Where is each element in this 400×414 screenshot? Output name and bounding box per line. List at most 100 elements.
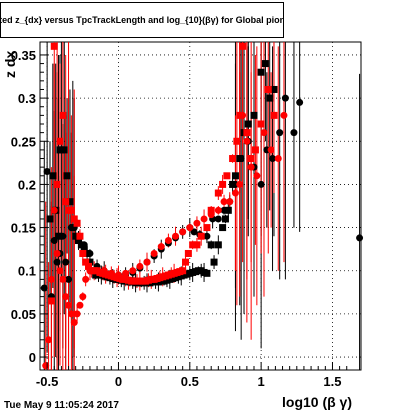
data-point-square — [207, 206, 215, 214]
data-point-square — [46, 215, 54, 223]
data-point-square — [257, 68, 265, 76]
x-tick-label: 0.5 — [181, 374, 199, 389]
data-point-square — [66, 198, 74, 206]
data-point-circle — [179, 228, 187, 236]
data-point-square — [207, 241, 215, 249]
data-point-square — [79, 249, 87, 257]
data-point-square — [250, 111, 258, 119]
axis-ticks: -0.5 0 0.5 1 1.500.050.10.150.20.250.30.35 — [11, 48, 348, 389]
data-point-square — [221, 215, 229, 223]
data-point-circle — [59, 232, 67, 240]
data-point-square — [266, 94, 274, 102]
data-point-circle — [236, 180, 244, 188]
data-point-square — [231, 172, 239, 180]
data-point-circle — [122, 269, 130, 277]
chart-title: itted z_{dx} versus TpcTrackLength and l… — [0, 2, 284, 38]
data-point-circle — [62, 258, 70, 266]
data-point-circle — [56, 267, 64, 275]
data-point-square — [203, 224, 211, 232]
data-point-circle — [281, 94, 289, 102]
data-point-circle — [356, 234, 364, 242]
data-point-circle — [231, 189, 239, 197]
data-point-square — [67, 206, 75, 214]
data-point-square — [197, 232, 205, 240]
data-point-square — [223, 172, 231, 180]
y-tick-label: 0.3 — [18, 91, 36, 106]
data-point-circle — [129, 267, 137, 275]
data-point-circle — [164, 237, 172, 245]
data-point-circle — [45, 336, 53, 344]
data-point-circle — [136, 262, 144, 270]
data-point-circle — [214, 206, 222, 214]
data-point-circle — [220, 198, 228, 206]
chart-title-text: itted z_{dx} versus TpcTrackLength and l… — [0, 15, 284, 25]
data-point-square — [85, 262, 93, 270]
data-point-circle — [253, 172, 261, 180]
data-point-square — [257, 120, 265, 128]
data-point-circle — [239, 111, 247, 119]
plot-frame — [39, 41, 362, 371]
data-point-square — [55, 232, 63, 240]
data-point-square — [233, 137, 241, 145]
data-point-circle — [143, 258, 151, 266]
y-tick-label: 0.15 — [11, 221, 36, 236]
data-point-square — [53, 180, 61, 188]
data-point-circle — [267, 146, 275, 154]
data-point-circle — [280, 111, 288, 119]
data-point-circle — [237, 155, 245, 163]
x-tick-label: 1.5 — [323, 374, 341, 389]
x-tick-label: 1 — [258, 374, 265, 389]
data-point-circle — [150, 249, 158, 257]
data-point-square — [251, 146, 259, 154]
data-point-square — [70, 215, 78, 223]
data-point-circle — [226, 198, 234, 206]
data-point-square — [270, 111, 278, 119]
data-point-square — [179, 267, 187, 275]
data-point-square — [214, 189, 222, 197]
data-point-circle — [93, 267, 101, 275]
data-point-square — [56, 137, 64, 145]
data-point-circle — [220, 206, 228, 214]
data-point-square — [214, 241, 222, 249]
y-tick-label: 0.25 — [11, 134, 36, 149]
x-tick-label: -0.5 — [36, 374, 58, 389]
data-point-circle — [243, 137, 251, 145]
data-point-circle — [157, 243, 165, 251]
data-point-square — [184, 249, 192, 257]
data-point-circle — [70, 319, 78, 327]
data-point-square — [63, 172, 71, 180]
data-point-square — [86, 258, 94, 266]
data-point-circle — [53, 249, 61, 257]
data-point-square — [261, 60, 269, 68]
y-tick-label: 0.2 — [18, 177, 36, 192]
x-axis-label: log10 (β γ) — [282, 394, 352, 410]
data-point-circle — [42, 362, 50, 370]
data-point-square — [203, 269, 211, 277]
data-point-square — [219, 224, 227, 232]
data-point-circle — [73, 310, 81, 318]
y-tick-label: 0.35 — [11, 48, 36, 63]
y-tick-label: 0.1 — [18, 264, 36, 279]
data-point-circle — [200, 215, 208, 223]
data-point-circle — [186, 224, 194, 232]
data-point-square — [210, 258, 218, 266]
data-points — [40, 42, 364, 370]
data-point-square — [62, 198, 70, 206]
data-point-square — [243, 129, 251, 137]
data-point-circle — [193, 219, 201, 227]
data-point-circle — [114, 271, 122, 279]
data-point-circle — [43, 167, 51, 175]
data-point-circle — [65, 301, 73, 309]
data-point-square — [247, 155, 255, 163]
data-point-square — [244, 120, 252, 128]
data-point-square — [189, 241, 197, 249]
data-point-square — [73, 219, 81, 227]
data-point-square — [82, 258, 90, 266]
y-axis-label: z dx — [2, 50, 18, 78]
data-point-circle — [67, 310, 75, 318]
x-tick-label: 0 — [115, 374, 122, 389]
data-point-square — [182, 258, 190, 266]
data-point-circle — [86, 267, 94, 275]
data-point-square — [76, 232, 84, 240]
data-point-circle — [260, 129, 268, 137]
